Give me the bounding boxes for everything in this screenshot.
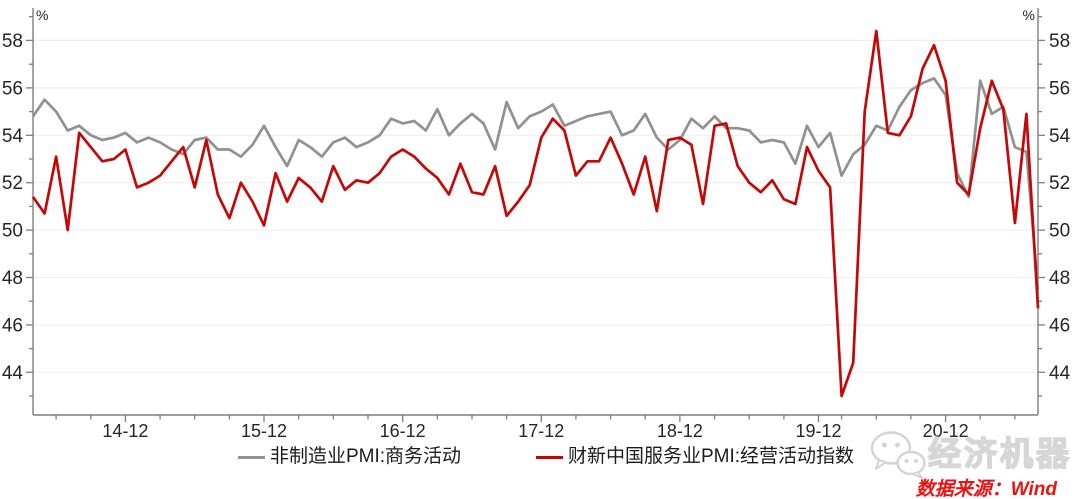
- wechat-icon: [870, 431, 926, 479]
- y-axis-tick-label-left: 58: [2, 31, 23, 52]
- y-axis-tick-label-right: 44: [1049, 363, 1071, 384]
- pmi-line-chart: 44 44 46 46 48 48 50 50 52 52 54 54 56 56 58 58% % 14-12 1…: [2, 7, 1071, 440]
- y-axis-unit-right: %: [1023, 7, 1035, 23]
- y-axis-tick-label-right: 46: [1049, 315, 1070, 336]
- x-axis-tick-label: 19-12: [795, 421, 841, 440]
- y-axis-tick-label-left: 52: [2, 173, 23, 194]
- caixin-services-pmi-line: [31, 29, 1040, 398]
- y-axis-tick-label-left: 46: [2, 315, 23, 336]
- x-axis-tick-label: 18-12: [657, 421, 703, 440]
- legend-item-caixin-services-pmi: 财新中国服务业PMI:经营活动指数: [536, 443, 854, 471]
- brand-watermark: 经济机器: [866, 428, 1072, 480]
- y-axis-tick-label-left: 44: [2, 363, 24, 384]
- y-axis-tick-label-left: 56: [2, 78, 23, 99]
- x-axis-tick-label: 17-12: [518, 421, 564, 440]
- y-axis-tick-label-right: 58: [1049, 31, 1070, 52]
- watermark-brand-name: 经济机器: [927, 434, 1072, 473]
- legend-label-nonmanufacturing-pmi: 非制造业PMI:商务活动: [270, 446, 462, 467]
- x-axis-tick-label: 20-12: [923, 421, 969, 440]
- nonmanufacturing-pmi-line: [31, 77, 1040, 290]
- y-axis-tick-label-left: 50: [2, 221, 23, 242]
- y-axis-tick-label-right: 50: [1049, 221, 1070, 242]
- legend-label-caixin-services-pmi: 财新中国服务业PMI:经营活动指数: [568, 446, 855, 467]
- y-axis-unit-left: %: [36, 7, 48, 23]
- data-source-note: 数据来源：Wind: [915, 479, 1057, 499]
- x-axis-tick-label: 16-12: [380, 421, 426, 440]
- y-axis-tick-label-right: 48: [1049, 268, 1070, 289]
- y-axis-tick-label-right: 56: [1049, 78, 1070, 99]
- y-axis-tick-label-right: 52: [1049, 173, 1070, 194]
- chart-legend: 非制造业PMI:商务活动 财新中国服务业PMI:经营活动指数: [0, 443, 1080, 471]
- red-line-swatch: [536, 455, 563, 459]
- y-axis-tick-label-left: 48: [2, 268, 23, 289]
- y-axis-tick-label-right: 54: [1049, 126, 1071, 147]
- x-axis-tick-label: 15-12: [241, 421, 287, 440]
- x-axis-tick-label: 14-12: [102, 421, 148, 440]
- y-axis-tick-label-left: 54: [2, 126, 24, 147]
- legend-item-nonmanufacturing-pmi: 非制造业PMI:商务活动: [238, 443, 461, 471]
- gray-line-swatch: [238, 455, 265, 459]
